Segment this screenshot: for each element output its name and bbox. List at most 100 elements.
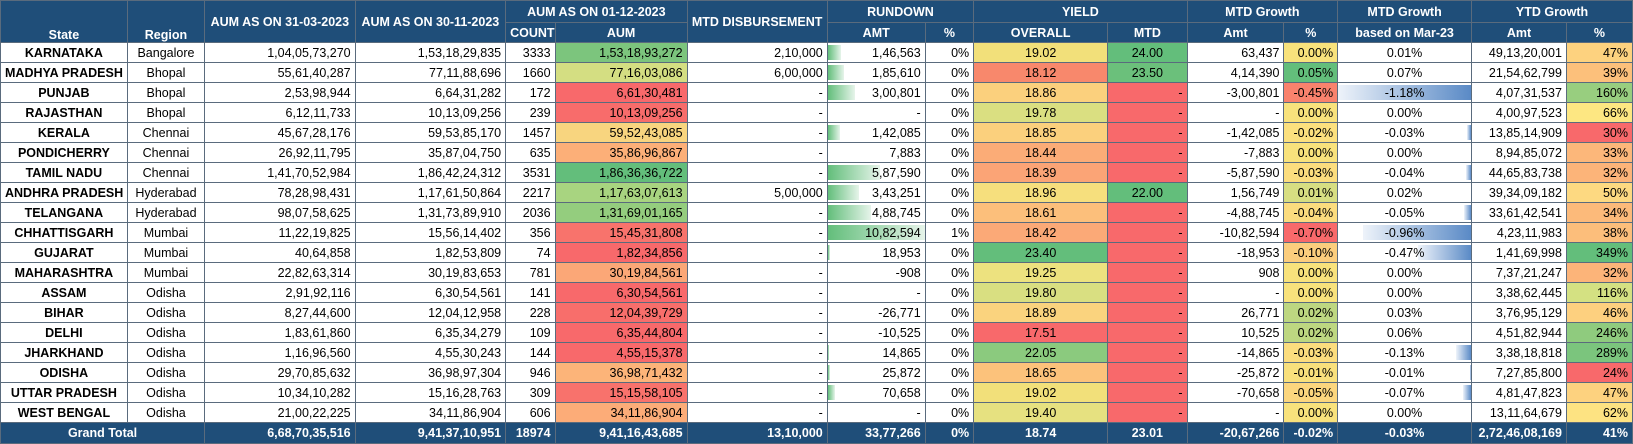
cell-disbursement: 5,00,000 [686, 182, 828, 203]
cell-yield-overall: 19.40 [973, 402, 1109, 423]
cell-rundown-amt: 10,82,594 [826, 222, 926, 243]
cell-count: 1660 [505, 62, 556, 83]
cell-mtd-growth-amt: -10,82,594 [1186, 222, 1285, 243]
cell-disbursement: - [686, 262, 828, 283]
cell-yield-overall: 18.86 [973, 82, 1109, 103]
cell-rundown-pct: 0% [924, 182, 975, 203]
cell-rundown-amt: 18,953 [826, 242, 926, 263]
cell-yield-overall: 18.85 [973, 122, 1109, 143]
rundown-amt-value: - [916, 285, 921, 300]
cell-yield-mtd: - [1107, 402, 1188, 423]
cell-ytd-amt: 7,37,21,247 [1471, 262, 1567, 283]
cell-rundown-amt: -10,525 [826, 322, 926, 343]
cell-count: 144 [505, 342, 556, 363]
mtd-growth-mar-value: 0.00% [1386, 265, 1423, 280]
cell-rundown-amt: - [826, 282, 926, 303]
cell-yield-overall: 19.78 [973, 102, 1109, 123]
cell-mtd-growth-pct: -0.02% [1283, 122, 1339, 143]
cell-aum-nov: 1,17,61,50,864 [354, 182, 507, 203]
cell-state: DELHI [0, 322, 128, 343]
cell-yield-mtd: 22.00 [1107, 182, 1188, 203]
mtd-growth-mar-value: -0.07% [1384, 385, 1425, 400]
cell-ytd-pct: 46% [1565, 302, 1633, 323]
cell-count: 606 [505, 402, 556, 423]
cell-mtd-growth-pct: -0.70% [1283, 222, 1339, 243]
table-row: TAMIL NADU Chennai 1,41,70,52,984 1,86,42,2… [0, 162, 1633, 183]
total-count: 18974 [505, 422, 556, 444]
header-state: State [0, 0, 128, 43]
cell-mtd-growth-amt: -14,865 [1186, 342, 1285, 363]
cell-yield-overall: 22.05 [973, 342, 1109, 363]
cell-aum-mar: 45,67,28,176 [204, 122, 356, 143]
cell-yield-overall: 17.51 [973, 322, 1109, 343]
cell-disbursement: - [686, 82, 828, 103]
cell-disbursement: - [686, 302, 828, 323]
cell-count: 74 [505, 242, 556, 263]
cell-mtd-growth-pct: 0.01% [1283, 182, 1339, 203]
mtd-growth-data-bar [1456, 345, 1471, 360]
cell-rundown-amt: 5,87,590 [826, 162, 926, 183]
cell-ytd-amt: 3,38,18,818 [1471, 342, 1567, 363]
cell-region: Bangalore [126, 42, 206, 63]
cell-mtd-growth-pct: -0.05% [1283, 382, 1339, 403]
cell-state: ANDHRA PRADESH [0, 182, 128, 203]
cell-rundown-amt: 25,872 [826, 362, 926, 383]
cell-aum-mar: 2,91,92,116 [204, 282, 356, 303]
cell-count: 239 [505, 102, 556, 123]
mtd-growth-mar-value: 0.00% [1386, 285, 1423, 300]
cell-mtd-growth-mar: -0.96% [1337, 222, 1473, 243]
cell-aum-nov: 35,87,04,750 [354, 142, 507, 163]
cell-yield-mtd: - [1107, 162, 1188, 183]
cell-yield-overall: 19.02 [973, 382, 1109, 403]
cell-yield-overall: 19.25 [973, 262, 1109, 283]
mtd-growth-mar-value: 0.00% [1386, 405, 1423, 420]
cell-mtd-growth-pct: 0.00% [1283, 142, 1339, 163]
cell-aum: 6,35,44,804 [554, 322, 688, 343]
cell-region: Hyderabad [126, 202, 206, 223]
cell-state: ODISHA [0, 362, 128, 383]
cell-count: 946 [505, 362, 556, 383]
table-row: KARNATAKA Bangalore 1,04,05,73,270 1,53,18,… [0, 42, 1633, 63]
cell-yield-overall: 19.80 [973, 282, 1109, 303]
cell-aum: 1,31,69,01,165 [554, 202, 688, 223]
cell-mtd-growth-mar: 0.00% [1337, 262, 1473, 283]
header-ytd-pct: % [1565, 22, 1633, 43]
table-row: MADHYA PRADESH Bhopal 55,61,40,287 77,11,88… [0, 62, 1633, 83]
cell-ytd-pct: 160% [1565, 82, 1633, 103]
rundown-data-bar [828, 65, 845, 80]
cell-ytd-pct: 33% [1565, 142, 1633, 163]
cell-state: ASSAM [0, 282, 128, 303]
cell-rundown-pct: 0% [924, 282, 975, 303]
cell-rundown-pct: 0% [924, 62, 975, 83]
header-based-on-mar: based on Mar-23 [1337, 22, 1473, 43]
cell-aum: 15,15,58,105 [554, 382, 688, 403]
cell-aum-mar: 1,16,96,560 [204, 342, 356, 363]
cell-state: JHARKHAND [0, 342, 128, 363]
grand-total-label: Grand Total [0, 422, 206, 444]
cell-disbursement: - [686, 342, 828, 363]
rundown-amt-value: 5,87,590 [872, 165, 921, 180]
cell-disbursement: - [686, 222, 828, 243]
rundown-data-bar [828, 245, 830, 260]
rundown-amt-value: -908 [895, 265, 921, 280]
cell-rundown-pct: 0% [924, 42, 975, 63]
cell-rundown-amt: 1,85,610 [826, 62, 926, 83]
header-rundown-amt: AMT [826, 22, 926, 43]
total-mtd-growth-amt: -20,67,266 [1186, 422, 1285, 444]
mtd-growth-data-bar [1465, 165, 1471, 180]
cell-aum-nov: 4,55,30,243 [354, 342, 507, 363]
cell-count: 109 [505, 322, 556, 343]
cell-ytd-amt: 3,76,95,129 [1471, 302, 1567, 323]
cell-rundown-pct: 0% [924, 122, 975, 143]
cell-mtd-growth-amt: - [1186, 102, 1285, 123]
mtd-growth-mar-value: 0.06% [1386, 325, 1423, 340]
cell-aum: 1,17,63,07,613 [554, 182, 688, 203]
cell-aum: 77,16,03,086 [554, 62, 688, 83]
mtd-growth-mar-value: 0.07% [1386, 65, 1423, 80]
cell-ytd-pct: 30% [1565, 122, 1633, 143]
cell-region: Chennai [126, 142, 206, 163]
cell-aum-mar: 26,92,11,795 [204, 142, 356, 163]
mtd-growth-mar-value: 0.00% [1386, 145, 1423, 160]
cell-aum: 6,61,30,481 [554, 82, 688, 103]
cell-aum-nov: 30,19,83,653 [354, 262, 507, 283]
